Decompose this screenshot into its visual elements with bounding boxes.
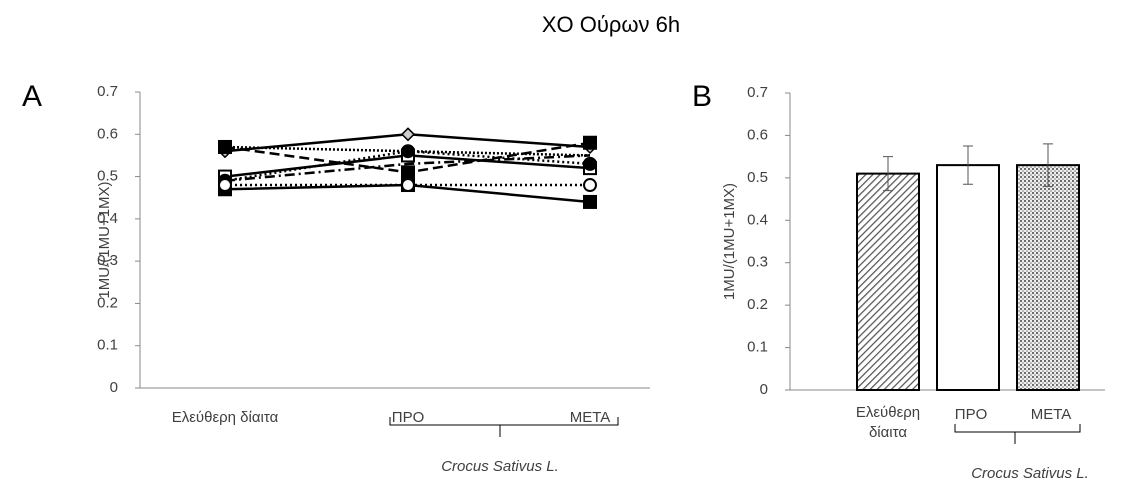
bar xyxy=(936,164,1000,391)
line-marker xyxy=(583,156,597,171)
bar xyxy=(1016,164,1080,391)
error-bar xyxy=(883,156,893,192)
y-tick-label: 0.1 xyxy=(747,339,768,356)
y-tick-label: 0 xyxy=(110,379,118,396)
line-series xyxy=(224,145,591,157)
line-marker xyxy=(583,178,597,193)
x-tick-label: Ελεύθερη δίαιτα xyxy=(855,404,921,441)
line-marker xyxy=(218,178,232,193)
line-marker xyxy=(218,139,232,154)
error-bar xyxy=(963,145,973,185)
figure-title: ΧΟ Ούρων 6h xyxy=(542,12,680,37)
group-label: Crocus Sativus L. xyxy=(971,465,1089,482)
y-tick-label: 0.7 xyxy=(747,84,768,101)
y-tick-label: 0.2 xyxy=(97,294,118,311)
y-tick-label: 0.3 xyxy=(747,254,768,271)
y-axis-label: 1MU/(1MU+1MX) xyxy=(721,183,738,300)
y-tick-label: 0.5 xyxy=(97,168,118,185)
x-tick-label: ΠΡΟ xyxy=(392,409,425,426)
y-tick-label: 0.4 xyxy=(97,210,118,227)
decoration xyxy=(954,424,1081,444)
line-marker xyxy=(583,135,597,150)
line-marker xyxy=(401,144,415,159)
line-marker xyxy=(400,127,416,142)
panel-label: B xyxy=(692,80,712,113)
y-axis-label: 1MU/(1MU+1MX) xyxy=(96,181,113,298)
decoration xyxy=(389,417,619,437)
x-tick-label: ΜΕΤΑ xyxy=(570,409,611,426)
y-tick-label: 0.7 xyxy=(97,83,118,100)
y-tick-label: 0 xyxy=(760,381,768,398)
line-marker xyxy=(401,165,415,180)
line-marker xyxy=(401,178,415,193)
x-tick-label: ΜΕΤΑ xyxy=(1031,406,1072,423)
y-tick-label: 0.6 xyxy=(97,125,118,142)
y-tick-label: 0.4 xyxy=(747,211,768,228)
group-label: Crocus Sativus L. xyxy=(441,458,559,475)
y-tick-label: 0.2 xyxy=(747,296,768,313)
bar xyxy=(856,172,920,391)
y-tick-label: 0.3 xyxy=(97,252,118,269)
panel-label: A xyxy=(22,80,42,113)
x-tick-label: Ελεύθερη δίαιτα xyxy=(172,409,279,426)
line-marker xyxy=(583,194,597,209)
x-tick-label-wrap: Ελεύθερη δίαιτα xyxy=(855,404,921,441)
x-tick-label: ΠΡΟ xyxy=(955,406,988,423)
line-series xyxy=(224,154,591,183)
y-tick-label: 0.1 xyxy=(97,337,118,354)
y-tick-label: 0.5 xyxy=(747,169,768,186)
y-tick-label: 0.6 xyxy=(747,126,768,143)
error-bar xyxy=(1043,143,1053,187)
